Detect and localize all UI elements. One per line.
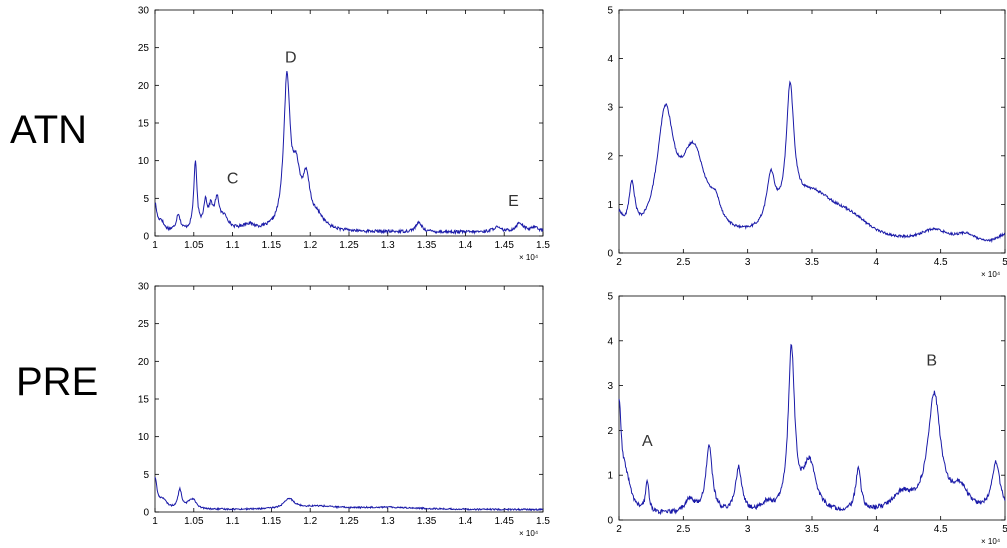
peak-label-a: A bbox=[642, 433, 653, 450]
y-tick-label: 0 bbox=[607, 249, 613, 260]
x-tick-label: 1.1 bbox=[226, 516, 240, 527]
axes-box bbox=[618, 9, 1006, 254]
x-tick-label: 1.5 bbox=[536, 240, 550, 251]
plot-pre-left: 1 1.05 1.1 1.15 1.2 1.25 1.3 1.35 1.4 1.45 1.5 0 5 10… bbox=[138, 282, 551, 539]
axes-box bbox=[154, 9, 544, 237]
x-tick-label: 1.25 bbox=[339, 240, 359, 251]
x-tick-label: 3 bbox=[745, 524, 751, 535]
y-tick-label: 25 bbox=[138, 43, 150, 54]
x-multiplier: × 10⁴ bbox=[519, 529, 539, 538]
x-tick-label: 2 bbox=[616, 257, 622, 268]
x-tick-label: 1 bbox=[152, 240, 158, 251]
x-tick-label: 1.3 bbox=[381, 516, 395, 527]
x-tick-label: 1.05 bbox=[184, 516, 204, 527]
spectrum-line bbox=[618, 343, 1006, 516]
y-tick-label: 10 bbox=[138, 156, 150, 167]
y-tick-label: 3 bbox=[607, 381, 613, 392]
x-tick-label: 3 bbox=[745, 257, 751, 268]
peak-label-d: D bbox=[285, 50, 297, 67]
y-tick-label: 1 bbox=[607, 471, 613, 482]
x-tick-label: 1.15 bbox=[262, 516, 282, 527]
x-tick-label: 4 bbox=[874, 257, 880, 268]
x-multiplier: × 10⁴ bbox=[519, 253, 539, 262]
x-tick-label: 1.25 bbox=[339, 516, 359, 527]
x-tick-label: 1.35 bbox=[417, 516, 437, 527]
y-tick-label: 20 bbox=[138, 357, 150, 368]
plot-atn-left: 1 1.05 1.1 1.15 1.2 1.25 1.3 1.35 1.4 1.45 1.5 0 5 10… bbox=[138, 6, 551, 263]
axes-box bbox=[154, 285, 544, 513]
row-label-pre: PRE bbox=[16, 360, 99, 404]
y-tick-label: 2 bbox=[607, 426, 613, 437]
x-tick-label: 1.45 bbox=[494, 516, 514, 527]
x-tick-label: 2.5 bbox=[676, 257, 690, 268]
y-tick-label: 5 bbox=[607, 292, 613, 303]
x-tick-label: 4 bbox=[874, 524, 880, 535]
x-multiplier: × 10⁴ bbox=[981, 270, 1001, 279]
y-tick-label: 15 bbox=[138, 395, 150, 406]
y-tick-label: 5 bbox=[607, 6, 613, 17]
x-tick-label: 1.4 bbox=[458, 516, 472, 527]
y-tick-label: 5 bbox=[143, 194, 149, 205]
x-tick-label: 3.5 bbox=[805, 257, 819, 268]
x-tick-label: 1.15 bbox=[262, 240, 282, 251]
x-tick-label: 5 bbox=[1002, 257, 1007, 268]
x-tick-label: 4.5 bbox=[934, 257, 948, 268]
y-tick-label: 30 bbox=[138, 282, 150, 293]
y-tick-label: 4 bbox=[607, 336, 613, 347]
x-tick-label: 1.45 bbox=[494, 240, 514, 251]
row-label-atn: ATN bbox=[10, 108, 88, 152]
x-tick-label: 1.2 bbox=[303, 516, 317, 527]
y-tick-label: 10 bbox=[138, 432, 150, 443]
x-tick-label: 3.5 bbox=[805, 524, 819, 535]
y-tick-label: 2 bbox=[607, 151, 613, 162]
x-tick-label: 1.2 bbox=[303, 240, 317, 251]
y-tick-label: 0 bbox=[143, 232, 149, 243]
spectrum-line bbox=[154, 71, 544, 235]
y-tick-label: 30 bbox=[138, 6, 150, 17]
x-tick-label: 1 bbox=[152, 516, 158, 527]
y-tick-label: 4 bbox=[607, 54, 613, 65]
x-tick-label: 4.5 bbox=[934, 524, 948, 535]
x-tick-label: 1.1 bbox=[226, 240, 240, 251]
axes-box bbox=[618, 295, 1006, 521]
x-tick-label: 2 bbox=[616, 524, 622, 535]
y-tick-label: 0 bbox=[607, 516, 613, 527]
y-tick-label: 5 bbox=[143, 470, 149, 481]
y-tick-label: 20 bbox=[138, 81, 150, 92]
peak-label-c: C bbox=[227, 170, 239, 187]
x-tick-label: 2.5 bbox=[676, 524, 690, 535]
x-tick-label: 1.35 bbox=[417, 240, 437, 251]
y-tick-label: 1 bbox=[607, 200, 613, 211]
spectrum-line bbox=[154, 476, 544, 512]
peak-label-b: B bbox=[926, 352, 937, 369]
x-tick-label: 1.4 bbox=[458, 240, 472, 251]
y-tick-label: 15 bbox=[138, 119, 150, 130]
peak-label-e: E bbox=[508, 193, 519, 210]
x-tick-label: 1.05 bbox=[184, 240, 204, 251]
y-tick-label: 3 bbox=[607, 103, 613, 114]
y-tick-label: 25 bbox=[138, 319, 150, 330]
y-tick-label: 0 bbox=[143, 508, 149, 519]
x-tick-label: 5 bbox=[1002, 524, 1007, 535]
spectrum-line bbox=[618, 80, 1006, 244]
x-multiplier: × 10⁴ bbox=[981, 537, 1001, 546]
x-tick-label: 1.3 bbox=[381, 240, 395, 251]
x-tick-label: 1.5 bbox=[536, 516, 550, 527]
